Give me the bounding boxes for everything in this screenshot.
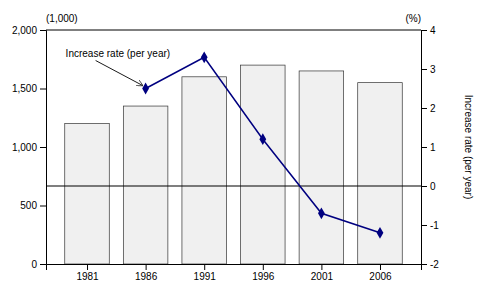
tick: 3 xyxy=(421,64,436,75)
tick-mark xyxy=(40,30,46,31)
marker xyxy=(142,83,149,95)
tick: 1996 xyxy=(252,264,275,282)
frame xyxy=(46,30,421,31)
bar xyxy=(241,65,286,264)
tick-label: 1996 xyxy=(252,271,275,282)
bar-series xyxy=(65,65,403,264)
tick: 2006 xyxy=(369,264,392,282)
chart: 1981 1986 1991 1996 2001 2006 0 500 1,000 1,500 2,… xyxy=(0,0,479,290)
tick: 1,500 xyxy=(12,83,46,94)
tick-mark xyxy=(204,264,205,270)
tick-label: 4 xyxy=(430,25,436,36)
tick-label: 1991 xyxy=(194,271,217,282)
axis: 0 500 1,000 1,500 2,000 xyxy=(12,25,47,270)
bar xyxy=(299,71,344,264)
tick-label: 1 xyxy=(430,142,436,153)
marker xyxy=(201,51,208,63)
tick: 500 xyxy=(20,200,46,211)
tick-mark xyxy=(421,108,427,109)
tick: 0 xyxy=(421,181,436,192)
tick: 4 xyxy=(421,25,436,36)
tick: 1981 xyxy=(76,264,99,282)
tick-mark xyxy=(40,264,46,265)
tick: 1,000 xyxy=(12,142,46,153)
tick-mark xyxy=(40,89,46,90)
tick-label: 1,500 xyxy=(12,83,37,94)
tick: -2 xyxy=(421,259,439,270)
tick-label: -2 xyxy=(430,259,439,270)
tick-label: 1986 xyxy=(135,271,158,282)
tick-mark xyxy=(421,147,427,148)
tick-mark xyxy=(40,206,46,207)
axis-line xyxy=(47,265,422,271)
marks xyxy=(46,51,421,264)
marker xyxy=(318,207,325,219)
marker xyxy=(377,227,384,239)
tick: 1986 xyxy=(135,264,158,282)
axis-line xyxy=(422,31,428,265)
tick-mark xyxy=(421,69,427,70)
y2-label: Increase rate (per year) xyxy=(463,95,474,200)
bar xyxy=(182,77,227,264)
tick-label: 500 xyxy=(20,200,37,211)
bar xyxy=(65,124,110,264)
tick-label: 1981 xyxy=(76,271,99,282)
tick: 1 xyxy=(421,142,436,153)
tick-label: 1,000 xyxy=(12,142,37,153)
annotation: Increase rate (per year) xyxy=(66,48,171,59)
tick-label: 2006 xyxy=(369,271,392,282)
tick-label: 2,000 xyxy=(12,25,37,36)
tick: -1 xyxy=(421,220,439,231)
zero-line xyxy=(46,185,421,186)
y2-unit: (%) xyxy=(405,13,421,24)
tick-label: 2001 xyxy=(311,271,334,282)
axis: -2 -1 0 1 2 3 4 xyxy=(421,25,439,270)
tick-label: -1 xyxy=(430,220,439,231)
bar xyxy=(123,106,168,264)
markers xyxy=(142,51,383,238)
y-unit: (1,000) xyxy=(46,13,78,24)
axis-line xyxy=(40,31,47,265)
tick-label: 0 xyxy=(31,259,37,270)
tick-mark xyxy=(40,147,46,148)
plot: 1981 1986 1991 1996 2001 2006 0 500 1,000 1,500 2,… xyxy=(12,13,474,282)
tick-mark xyxy=(421,30,427,31)
marker xyxy=(259,133,266,145)
annotation-arrow xyxy=(96,61,143,86)
tick-mark xyxy=(321,264,322,270)
tick-mark xyxy=(421,186,427,187)
tick-label: 3 xyxy=(430,64,436,75)
tick-mark xyxy=(380,264,381,270)
tick-label: 2 xyxy=(430,103,436,114)
tick: 2,000 xyxy=(12,25,46,36)
tick-mark xyxy=(421,264,427,265)
tick-mark xyxy=(421,225,427,226)
tick-mark xyxy=(263,264,264,270)
tick: 0 xyxy=(31,259,46,270)
tick: 2 xyxy=(421,103,436,114)
tick-mark xyxy=(87,264,88,270)
tick-mark xyxy=(146,264,147,270)
tick: 1991 xyxy=(194,264,217,282)
bar xyxy=(358,83,403,264)
axis: 1981 1986 1991 1996 2001 2006 xyxy=(47,264,422,282)
line xyxy=(146,57,380,233)
tick-label: 0 xyxy=(430,181,436,192)
tick: 2001 xyxy=(311,264,334,282)
